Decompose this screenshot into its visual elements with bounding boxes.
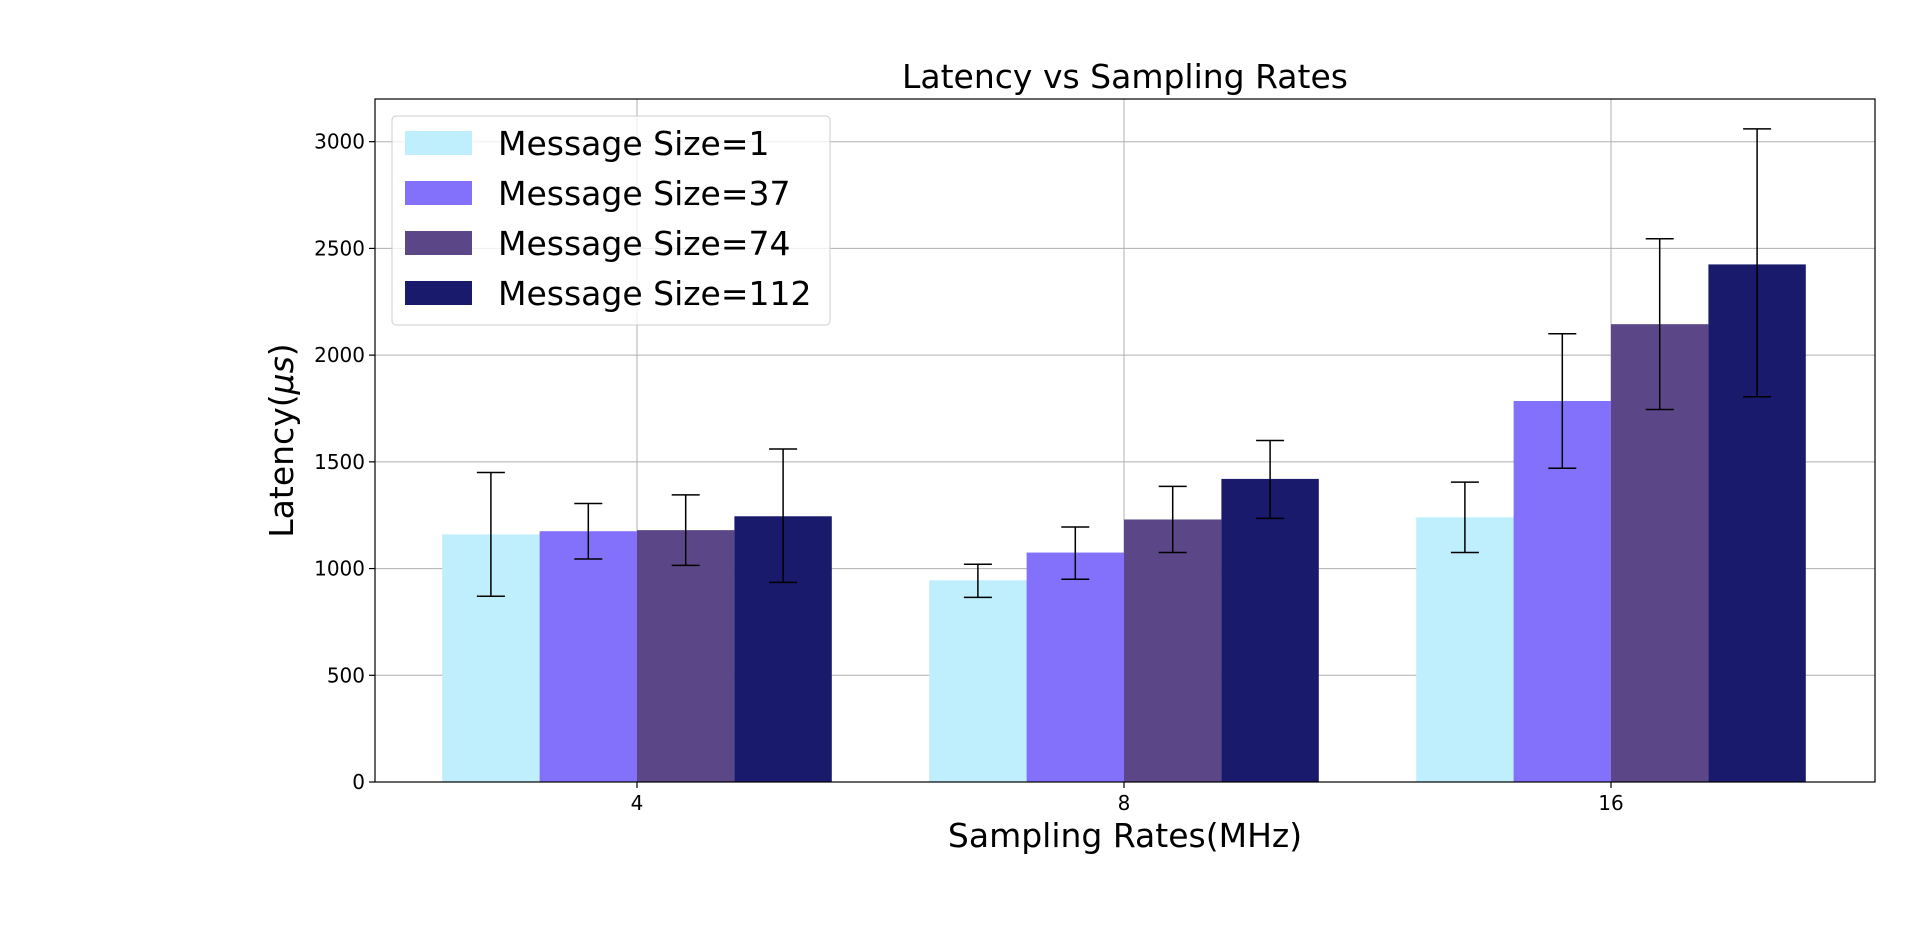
x-tick-label: 4	[631, 791, 644, 815]
legend-swatch	[405, 231, 472, 255]
x-tick-label: 8	[1118, 791, 1131, 815]
y-tick-label: 1500	[314, 450, 365, 474]
legend-label: Message Size=1	[498, 124, 770, 163]
error-bars-layer	[476, 128, 1772, 599]
legend-label: Message Size=74	[498, 224, 791, 263]
chart-title: Latency vs Sampling Rates	[902, 57, 1348, 96]
legend-swatch	[405, 131, 472, 155]
bar	[1124, 519, 1222, 782]
y-axis-ticks: 0 500 1000 1500 2000 2500 3000	[314, 130, 375, 794]
x-tick-label: 16	[1598, 791, 1623, 815]
legend: Message Size=1 Message Size=37 Message Siz…	[391, 115, 831, 326]
legend-swatch	[405, 181, 472, 205]
bar	[637, 530, 735, 782]
x-axis-label: Sampling Rates(MHz)	[948, 816, 1302, 855]
y-axis-label: Latency(μs)	[262, 343, 301, 537]
legend-swatch	[405, 281, 472, 305]
legend-box	[391, 115, 831, 326]
y-tick-label: 2000	[314, 343, 365, 367]
legend-items: Message Size=1 Message Size=37 Message Siz…	[405, 124, 812, 313]
x-axis-ticks: 4 8 16	[631, 782, 1624, 815]
bar	[539, 531, 637, 782]
legend-label: Message Size=112	[498, 274, 812, 313]
y-axis-label-unit: μs	[262, 356, 301, 395]
y-tick-label: 0	[352, 770, 365, 794]
plot-frame	[374, 98, 1876, 783]
bar	[929, 580, 1027, 782]
y-tick-label: 3000	[314, 130, 365, 154]
bar	[1026, 552, 1124, 782]
y-tick-label: 2500	[314, 236, 365, 260]
bar	[1221, 478, 1319, 782]
y-tick-label: 500	[327, 663, 365, 687]
y-tick-label: 1000	[314, 557, 365, 581]
legend-label: Message Size=37	[498, 174, 791, 213]
y-axis-label-suffix: )	[262, 343, 301, 356]
y-axis-label-prefix: Latency(	[262, 394, 301, 537]
bar	[1416, 517, 1514, 782]
